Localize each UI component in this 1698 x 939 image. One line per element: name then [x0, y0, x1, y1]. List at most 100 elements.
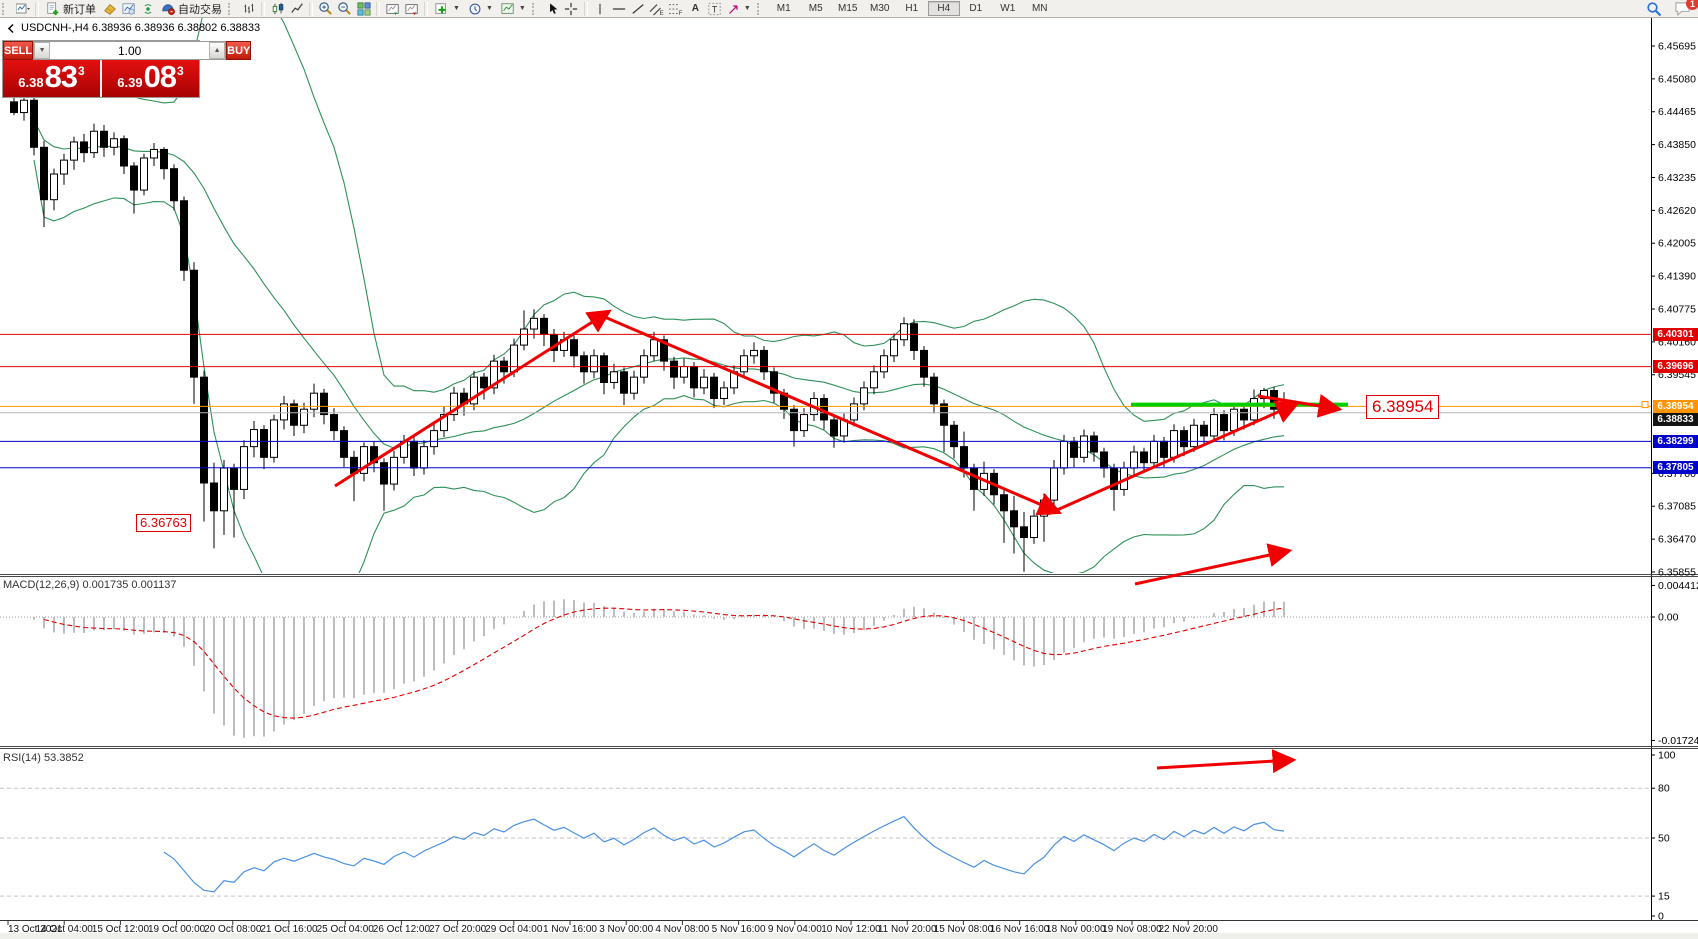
- chart-symbol-line: USDCNH-,H4 6.38936 6.38936 6.38802 6.388…: [8, 22, 260, 34]
- toolbar-separator: [261, 1, 265, 16]
- arrange-cascade-icon[interactable]: [402, 1, 421, 16]
- timeframe-w1[interactable]: W1: [1000, 3, 1016, 14]
- line-anchor-handle[interactable]: [1641, 401, 1649, 409]
- timeframe-h4[interactable]: H4: [927, 1, 960, 16]
- label-tool-icon[interactable]: T: [705, 1, 724, 16]
- tile-windows-icon[interactable]: [354, 1, 373, 16]
- autotrade-icon: [162, 3, 175, 15]
- trend-arrow[interactable]: [599, 313, 1063, 516]
- toolbar-grip[interactable]: [228, 2, 235, 15]
- equidistant-channel-tool-icon[interactable]: E: [648, 1, 667, 16]
- trend-arrow[interactable]: [1047, 400, 1301, 516]
- date-label: 26 Oct 12:00: [373, 924, 431, 935]
- shapes-tool-button[interactable]: ▼: [724, 1, 755, 16]
- trend-arrow[interactable]: [1156, 749, 1297, 774]
- one-click-trade-panel: SELL ▼ ▲ BUY 6.38 83 3 6.39 08 3: [2, 40, 252, 98]
- candle-chart-type-icon[interactable]: [268, 1, 287, 16]
- symbol-ohlc-text: USDCNH-,H4 6.38936 6.38936 6.38802 6.388…: [21, 22, 261, 34]
- notification-count-badge: 1: [1686, 0, 1698, 10]
- notifications-chat-icon[interactable]: 1: [1673, 0, 1698, 16]
- date-label: 15 Oct 12:00: [92, 924, 150, 935]
- rsi-tick-label: 50: [1658, 833, 1670, 845]
- rsi-tick-label: 15: [1658, 891, 1670, 903]
- zoom-in-icon[interactable]: [316, 1, 335, 16]
- line-chart-type-icon[interactable]: [287, 1, 306, 16]
- date-label: 4 Nov 08:00: [655, 924, 709, 935]
- timeframe-d1[interactable]: D1: [969, 3, 983, 14]
- price-tick-label: 6.41390: [1658, 271, 1696, 283]
- sell-price-prefix: 6.38: [18, 75, 44, 90]
- svg-text:F: F: [679, 10, 683, 16]
- toolbar-grip[interactable]: [2, 2, 9, 15]
- volume-decrease-button[interactable]: ▼: [34, 42, 51, 59]
- price-badge-6.37805: 6.37805: [1653, 461, 1698, 475]
- new-order-icon: [47, 1, 59, 15]
- trend-arrow[interactable]: [1257, 394, 1343, 418]
- signal-icon[interactable]: [138, 1, 157, 16]
- buy-button[interactable]: BUY: [226, 41, 252, 60]
- charts-menu-icon[interactable]: [13, 1, 32, 16]
- bottom-strip: [0, 933, 1698, 939]
- templates-button[interactable]: ▼: [497, 1, 530, 16]
- text-tool-icon[interactable]: A: [691, 3, 699, 14]
- price-badge-6.38299: 6.38299: [1653, 434, 1698, 448]
- chart-window-icon[interactable]: [119, 1, 138, 16]
- rsi-series: [0, 787, 1651, 897]
- eraser-icon[interactable]: [100, 1, 119, 16]
- bollinger-lower-band: [33, 159, 1285, 573]
- arrange-windows-icon[interactable]: [383, 1, 402, 16]
- vertical-line-tool-icon[interactable]: [591, 1, 610, 16]
- periods-button[interactable]: ▼: [464, 1, 497, 16]
- add-indicator-button[interactable]: ▼: [431, 1, 464, 16]
- bollinger-middle-band: [33, 119, 1285, 479]
- chevron-down-icon: ▼: [518, 5, 526, 12]
- toolbar-grip[interactable]: [756, 2, 764, 15]
- timeframe-m5[interactable]: M5: [808, 3, 823, 14]
- fibonacci-tool-icon[interactable]: F: [667, 1, 686, 16]
- timeframe-mn[interactable]: MN: [1031, 3, 1048, 14]
- timeframe-m30[interactable]: M30: [870, 3, 890, 14]
- autotrade-button[interactable]: 自动交易: [157, 1, 226, 16]
- sell-button[interactable]: SELL: [3, 41, 34, 60]
- sell-price[interactable]: 6.38 83 3: [3, 60, 102, 97]
- timeframe-switcher: M1 M5 M15 M30 H1 H4 D1 W1 MN: [768, 1, 1056, 16]
- timeframe-m15[interactable]: M15: [838, 3, 858, 14]
- price-tick-label: 6.40775: [1658, 303, 1696, 315]
- buy-price[interactable]: 6.39 08 3: [102, 60, 199, 97]
- date-label: 1 Nov 16:00: [543, 924, 597, 935]
- horizontal-line-tool-icon[interactable]: [610, 1, 629, 16]
- cursor-tool-icon[interactable]: [543, 1, 562, 16]
- search-icon[interactable]: [1644, 1, 1663, 16]
- rsi-line: [163, 815, 1285, 893]
- price-annotation-6-38954[interactable]: 6.38954: [1366, 395, 1440, 419]
- trend-arrow[interactable]: [334, 309, 612, 488]
- timeframe-m1[interactable]: M1: [776, 3, 791, 14]
- price-tick-label: 6.37085: [1658, 501, 1696, 513]
- svg-text:T: T: [712, 4, 718, 14]
- zoom-out-icon[interactable]: [335, 1, 354, 16]
- bar-chart-type-icon[interactable]: [239, 1, 258, 16]
- arrow-shape-icon: [728, 4, 738, 14]
- new-order-label: 新订单: [63, 3, 96, 16]
- macd-tick-label: -0.017247: [1658, 735, 1698, 747]
- timeframe-h1[interactable]: H1: [905, 3, 919, 14]
- trend-arrow[interactable]: [1134, 543, 1293, 586]
- price-tick-label: 6.45695: [1658, 41, 1696, 53]
- symbol-marker-icon: [8, 23, 17, 33]
- chart-window[interactable]: [0, 17, 1698, 939]
- price-badge-6.38954: 6.38954: [1653, 399, 1698, 413]
- crosshair-tool-icon[interactable]: [562, 1, 581, 16]
- chevron-down-icon: ▼: [743, 5, 751, 12]
- new-order-button[interactable]: 新订单: [42, 1, 100, 16]
- volume-increase-button[interactable]: ▲: [209, 42, 226, 59]
- toolbar-right: 1: [1644, 0, 1698, 17]
- volume-input[interactable]: [50, 42, 210, 59]
- price-annotation-6-36763[interactable]: 6.36763: [136, 514, 191, 532]
- toolbar-grip[interactable]: [531, 2, 539, 15]
- autotrade-label: 自动交易: [178, 3, 222, 16]
- date-label: 29 Oct 04:00: [485, 924, 543, 935]
- trendline-tool-icon[interactable]: [629, 1, 648, 16]
- date-label: 15 Nov 08:00: [934, 924, 994, 935]
